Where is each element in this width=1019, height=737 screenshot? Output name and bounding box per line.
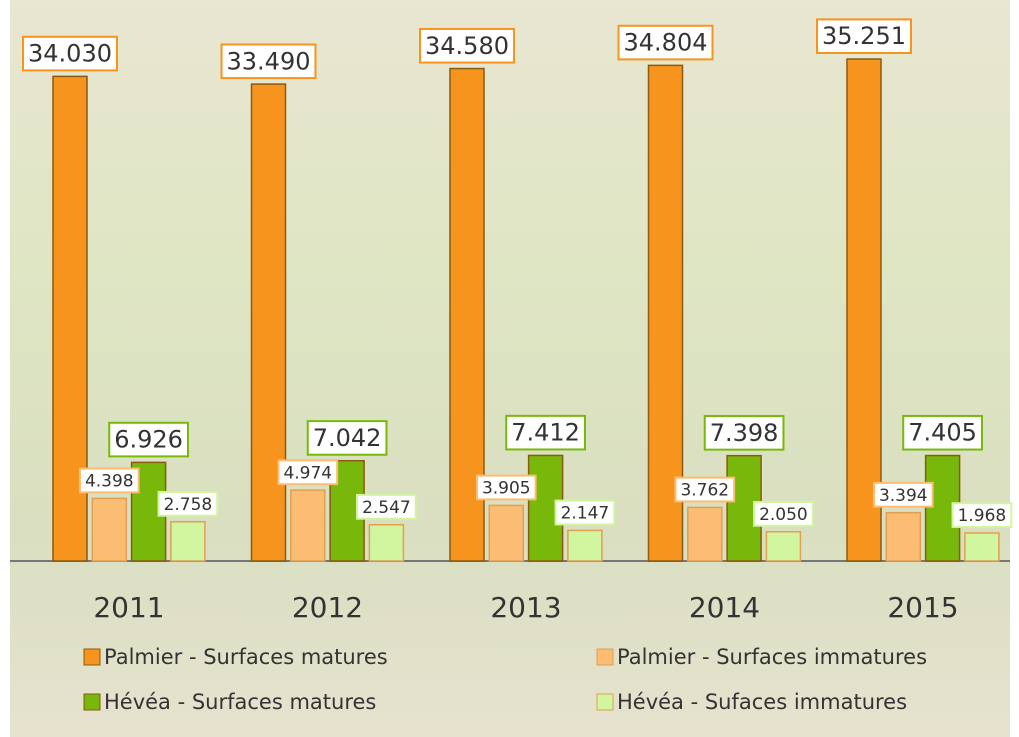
value-label-box (753, 501, 814, 527)
legend-label: Hévéa - Surfaces matures (104, 690, 376, 714)
value-label-box (674, 476, 736, 503)
value-label-box (554, 499, 616, 526)
value-label: 35.251 (822, 22, 906, 50)
value-label: 2.147 (561, 504, 610, 524)
value-label: 2.758 (164, 495, 213, 515)
legend-swatch (83, 693, 101, 711)
value-label-box (277, 459, 339, 486)
x-tick-label: 2015 (887, 591, 958, 624)
value-label-box (816, 18, 912, 54)
value-label: 6.926 (114, 426, 183, 454)
value-label-box (703, 415, 785, 451)
value-label: 34.030 (28, 40, 112, 68)
x-tick-label: 2012 (292, 591, 363, 624)
value-label: 3.394 (879, 486, 928, 506)
value-label-box (108, 421, 189, 458)
value-label: 2.547 (362, 498, 411, 518)
value-label-box (78, 467, 140, 494)
legend-label: Palmier - Surfaces matures (104, 645, 388, 669)
value-label: 34.580 (425, 32, 509, 60)
value-label: 7.405 (908, 419, 977, 447)
value-label-box (617, 24, 714, 61)
value-label-box (157, 490, 219, 517)
value-label: 7.042 (313, 424, 382, 452)
x-tick-label: 2014 (689, 591, 760, 624)
value-label: 33.490 (227, 47, 311, 75)
value-label-box (505, 414, 586, 451)
bar (170, 520, 206, 562)
value-label-box (872, 481, 934, 508)
value-label-box (356, 493, 417, 520)
value-label-box (419, 27, 515, 64)
value-label-box (22, 35, 118, 72)
value-label-box (902, 414, 983, 451)
value-label-box (220, 43, 317, 80)
legend-swatch (596, 693, 614, 711)
legend-swatch (83, 648, 101, 666)
value-label: 1.968 (958, 506, 1007, 526)
value-label: 7.412 (511, 419, 580, 447)
value-label-box (475, 474, 537, 501)
value-label: 7.398 (710, 419, 779, 447)
bar (368, 523, 405, 562)
x-tick-label: 2011 (93, 591, 164, 624)
bar (488, 504, 525, 562)
bar (687, 506, 723, 562)
value-label: 34.804 (624, 29, 708, 57)
bar (765, 531, 802, 562)
bar (964, 532, 1000, 562)
legend-swatch (596, 648, 614, 666)
value-label: 4.398 (85, 471, 134, 491)
value-label-box (306, 420, 388, 456)
bar (91, 497, 128, 562)
value-label: 3.905 (482, 478, 531, 498)
bar (846, 58, 882, 562)
bar (290, 489, 326, 562)
x-tick-label: 2013 (490, 591, 561, 624)
value-label: 4.974 (283, 463, 332, 483)
bar (885, 511, 922, 562)
value-label: 2.050 (759, 505, 808, 525)
bar (567, 529, 603, 562)
legend-label: Hévéa - Sufaces immatures (617, 690, 907, 714)
bar (250, 83, 287, 562)
value-label-box (951, 502, 1013, 528)
background-photo (10, 0, 1010, 737)
legend-label: Palmier - Surfaces immatures (617, 645, 927, 669)
value-label: 3.762 (680, 481, 729, 501)
